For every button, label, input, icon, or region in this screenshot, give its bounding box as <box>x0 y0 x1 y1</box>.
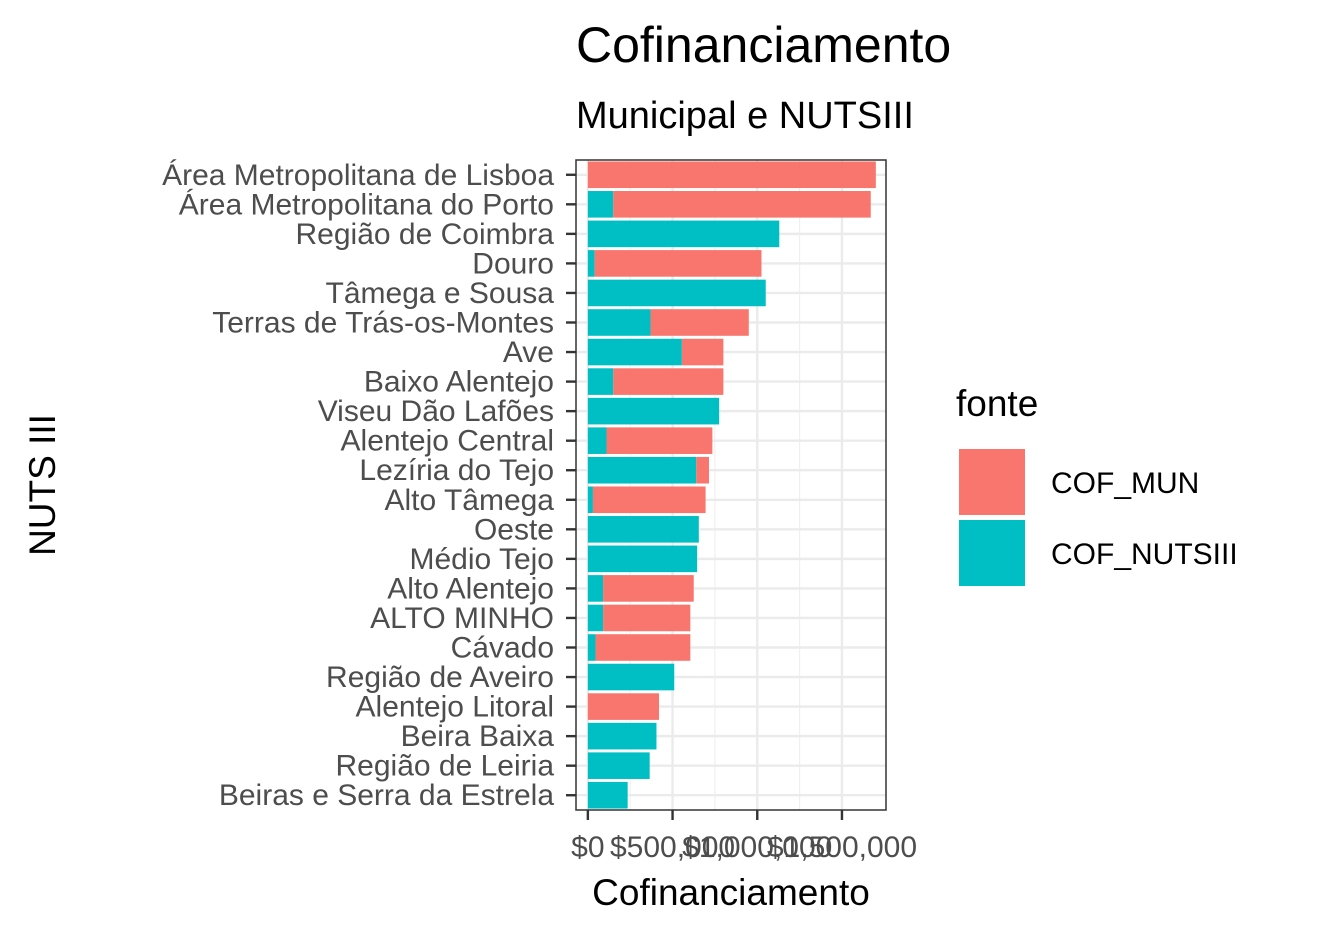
bar-segment-cof-mun <box>594 250 762 277</box>
bar-segment-cof-nutsiii <box>587 220 780 248</box>
bar-segment-cof-nutsiii <box>587 456 697 484</box>
bar-segment-cof-nutsiii <box>587 427 607 454</box>
bar-segment-cof-nutsiii <box>587 397 720 425</box>
x-axis: $0 $500,000$1,000,000$1,500,000 <box>571 810 917 864</box>
bar-segment-cof-nutsiii <box>587 368 614 395</box>
bar-segment-cof-mun <box>696 456 709 484</box>
bar-segment-cof-nutsiii <box>587 279 766 307</box>
legend-label-cof-nutsiii: COF_NUTSIII <box>1051 538 1238 571</box>
y-tick-label: Região de Aveiro <box>326 661 554 694</box>
y-tick-label: Lezíria do Tejo <box>359 454 554 487</box>
y-tick-label: Alto Alentejo <box>387 572 554 605</box>
chart-subtitle: Municipal e NUTSIII <box>576 95 914 137</box>
chart-title: Cofinanciamento <box>576 17 951 73</box>
bar-segment-cof-mun <box>613 368 724 395</box>
bar-segment-cof-nutsiii <box>587 516 699 543</box>
bar-segment-cof-nutsiii <box>587 338 682 366</box>
y-tick-label: Alentejo Central <box>341 425 554 458</box>
bar-segment-cof-nutsiii <box>587 663 675 691</box>
y-tick-label: Médio Tejo <box>409 543 554 576</box>
x-tick-label: $0 <box>571 831 604 864</box>
y-tick-label: Área Metropolitana de Lisboa <box>162 159 554 192</box>
x-axis-title: Cofinanciamento <box>592 872 870 913</box>
bar-segment-cof-mun <box>603 604 691 632</box>
bar-segment-cof-nutsiii <box>587 575 604 602</box>
bar-segment-cof-nutsiii <box>587 309 651 336</box>
bar-segment-cof-mun <box>606 427 713 454</box>
bar-segment-cof-nutsiii <box>587 604 604 632</box>
bar-segment-cof-mun <box>613 191 871 218</box>
bar-segment-cof-mun <box>681 338 724 366</box>
y-tick-label: Alto Tâmega <box>384 484 554 517</box>
legend-key-cof-nutsiii <box>959 520 1025 586</box>
plot-panel <box>575 159 887 811</box>
bars <box>587 161 876 809</box>
bar-segment-cof-mun <box>587 693 660 720</box>
y-tick-label: Terras de Trás-os-Montes <box>212 307 554 340</box>
y-axis-title: NUTS III <box>22 414 63 556</box>
legend: fonte COF_MUN COF_NUTSIII <box>956 383 1238 586</box>
bar-segment-cof-mun <box>592 486 706 514</box>
y-tick-label: Ave <box>503 336 554 369</box>
y-tick-label: Cávado <box>451 632 554 665</box>
x-tick-label: $1,000,000 <box>682 831 832 864</box>
bar-segment-cof-nutsiii <box>587 634 596 661</box>
bar-segment-cof-nutsiii <box>587 545 698 573</box>
y-tick-label: Viseu Dão Lafões <box>318 395 554 428</box>
bar-segment-cof-mun <box>603 575 694 602</box>
y-tick-label: Área Metropolitana do Porto <box>179 188 554 221</box>
legend-title: fonte <box>956 383 1038 424</box>
y-tick-label: Oeste <box>474 513 554 546</box>
bar-segment-cof-nutsiii <box>587 752 650 779</box>
bar-segment-cof-mun <box>587 161 876 189</box>
y-tick-label: Beiras e Serra da Estrela <box>219 779 554 812</box>
y-tick-label: Região de Coimbra <box>296 218 555 251</box>
y-tick-label: Tâmega e Sousa <box>326 277 555 310</box>
bar-segment-cof-nutsiii <box>587 781 628 809</box>
y-tick-label: Alentejo Litoral <box>356 691 554 724</box>
bar-segment-cof-nutsiii <box>587 250 595 277</box>
legend-key-cof-mun <box>959 449 1025 515</box>
x-tick-label: $500,000 <box>610 831 735 864</box>
y-tick-label: Beira Baixa <box>401 720 555 753</box>
y-tick-label: Região de Leiria <box>336 750 555 783</box>
bar-segment-cof-nutsiii <box>587 486 593 514</box>
x-tick-label: $1,500,000 <box>767 831 917 864</box>
y-tick-label: ALTO MINHO <box>370 602 554 635</box>
y-tick-label: Douro <box>472 247 554 280</box>
bar-segment-cof-nutsiii <box>587 722 657 750</box>
bar-segment-cof-nutsiii <box>587 191 614 218</box>
bar-segment-cof-mun <box>595 634 691 661</box>
legend-label-cof-mun: COF_MUN <box>1051 467 1199 500</box>
bar-segment-cof-mun <box>650 309 749 336</box>
y-tick-label: Baixo Alentejo <box>364 366 554 399</box>
panel-border <box>575 159 887 811</box>
